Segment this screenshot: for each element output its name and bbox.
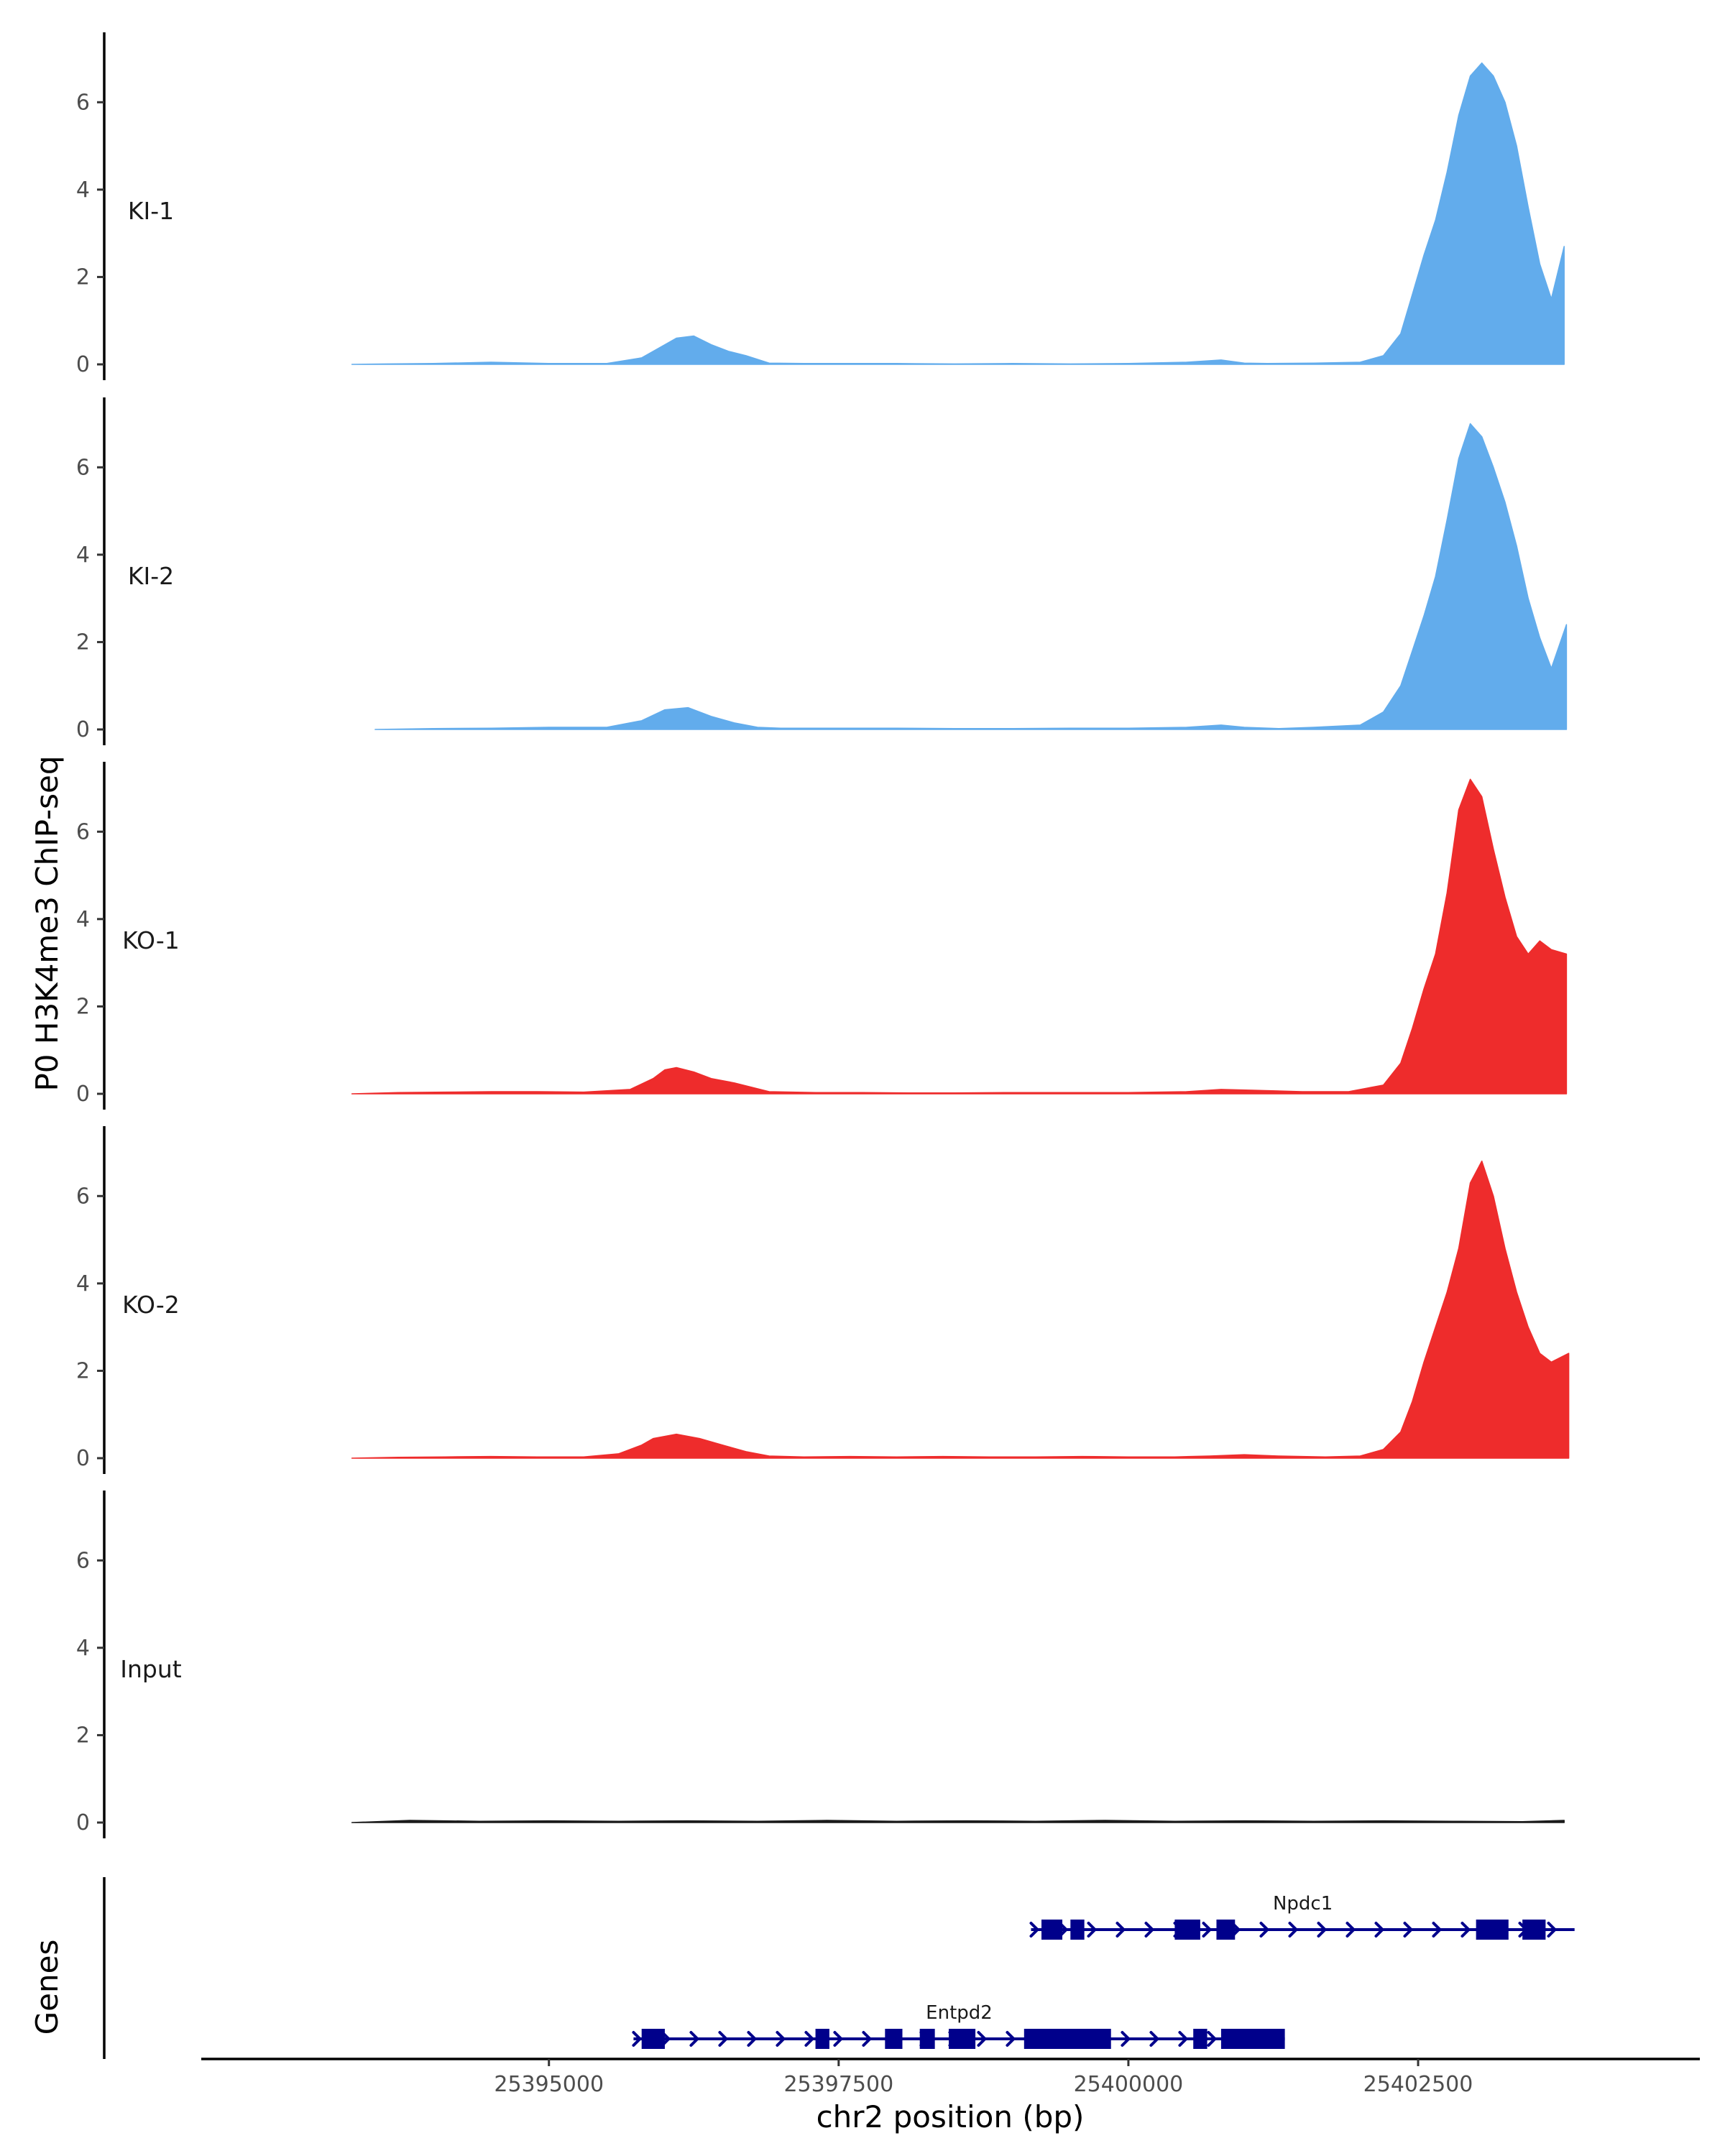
track-label-input: Input (120, 1655, 182, 1683)
strand-arrow (1288, 1922, 1299, 1938)
y-tick-label: 6 (76, 1548, 90, 1573)
gene-exon (641, 2029, 665, 2049)
strand-arrow (1547, 1922, 1558, 1938)
strand-arrow (776, 2031, 786, 2047)
strand-arrow (1144, 1922, 1155, 1938)
coverage-area-ki-2 (374, 423, 1568, 730)
y-tick-label: 4 (76, 543, 90, 568)
strand-arrow (1432, 1922, 1443, 1938)
gene-exon (1522, 1920, 1546, 1940)
gene-exon (1174, 1920, 1200, 1940)
y-tick-label: 6 (76, 819, 90, 844)
y-tick-label: 0 (76, 352, 90, 377)
track-label-ko-1: KO-1 (122, 926, 180, 954)
gene-entpd2: Entpd2 (632, 2002, 1285, 2049)
y-tick-label: 2 (76, 630, 90, 655)
gene-exon (1070, 1920, 1085, 1940)
y-tick-label: 6 (76, 455, 90, 480)
y-tick-label: 4 (76, 1271, 90, 1296)
track-ki-1: 0 2 4 6 KI-1 (76, 32, 1565, 380)
genes-axis-title: Genes (29, 1940, 65, 2035)
strand-arrow (632, 2031, 643, 2047)
coverage-area-input (351, 1820, 1565, 1823)
gene-exon (919, 2029, 935, 2049)
strand-arrow (1259, 1922, 1270, 1938)
x-tick-label: 25400000 (1074, 2072, 1184, 2097)
strand-arrow (1403, 1922, 1414, 1938)
strand-arrow (862, 2031, 873, 2047)
coverage-area-ko-2 (351, 1160, 1570, 1459)
gene-exon (1476, 1920, 1509, 1940)
gene-npdc1: Npdc1 (1029, 1893, 1575, 1940)
strand-arrow (747, 2031, 758, 2047)
y-tick-label: 4 (76, 178, 90, 203)
strand-arrow (1346, 1922, 1356, 1938)
track-label-ki-1: KI-1 (128, 197, 174, 225)
gene-exon (1216, 1920, 1236, 1940)
strand-arrow (1087, 1922, 1098, 1938)
x-tick-label: 25395000 (494, 2072, 604, 2097)
x-axis-title: chr2 position (bp) (816, 2099, 1085, 2134)
strand-arrow (1207, 2031, 1218, 2047)
coverage-area-ko-1 (351, 778, 1568, 1095)
gene-exon (949, 2029, 976, 2049)
track-label-ki-2: KI-2 (128, 562, 174, 590)
y-tick-label: 6 (76, 90, 90, 115)
strand-arrow (689, 2031, 700, 2047)
y-tick-label: 0 (76, 1082, 90, 1107)
track-ko-1: 0 2 4 6 KO-1 (76, 762, 1568, 1110)
strand-arrow (1116, 1922, 1126, 1938)
gene-exon (1024, 2029, 1111, 2049)
strand-arrow (1460, 1922, 1471, 1938)
y-tick-label: 2 (76, 994, 90, 1019)
strand-arrow (833, 2031, 844, 2047)
y-tick-label: 2 (76, 1723, 90, 1748)
y-tick-label: 4 (76, 1636, 90, 1661)
coverage-area-ki-1 (351, 62, 1565, 365)
gene-exon (1041, 1920, 1063, 1940)
genes-layer: Npdc1 Entpd2 (103, 1877, 1575, 2059)
gene-exon (885, 2029, 903, 2049)
track-input: 0 2 4 6 Input (76, 1491, 1565, 1838)
y-tick-label: 0 (76, 1810, 90, 1835)
y-tick-label: 2 (76, 264, 90, 290)
y-tick-label: 0 (76, 1446, 90, 1471)
y-tick-label: 0 (76, 717, 90, 742)
strand-arrow (1202, 1922, 1213, 1938)
x-tick-label: 25402500 (1363, 2072, 1473, 2097)
strand-arrow (1121, 2031, 1131, 2047)
x-axis: 25395000 25397500 25400000 25402500 (201, 2058, 1700, 2097)
track-label-ko-2: KO-2 (122, 1291, 180, 1319)
strand-arrow (804, 2031, 815, 2047)
gene-exon (815, 2029, 829, 2049)
strand-arrow (1006, 2031, 1016, 2047)
tracks-layer: 0 2 4 6 KI-1 0 2 4 6 KI-2 0 2 4 6 KO-1 0 2 4 6 KO-2 0 2 4 6 Inpu… (76, 32, 1570, 1838)
gene-exon (1193, 2029, 1208, 2049)
track-ko-2: 0 2 4 6 KO-2 (76, 1126, 1570, 1474)
strand-arrow (1149, 2031, 1160, 2047)
strand-arrow (1029, 1922, 1040, 1938)
gene-label-entpd2: Entpd2 (926, 2002, 993, 2024)
track-ki-2: 0 2 4 6 KI-2 (76, 397, 1568, 745)
y-tick-label: 4 (76, 907, 90, 932)
strand-arrow (1374, 1922, 1385, 1938)
y-axis-title: P0 H3K4me3 ChIP-seq (29, 755, 65, 1091)
strand-arrow (718, 2031, 729, 2047)
y-tick-label: 6 (76, 1184, 90, 1209)
gene-label-npdc1: Npdc1 (1273, 1893, 1333, 1915)
gene-exon (1220, 2029, 1285, 2049)
y-tick-label: 2 (76, 1358, 90, 1383)
x-tick-label: 25397500 (783, 2072, 893, 2097)
strand-arrow (1178, 2031, 1189, 2047)
strand-arrow (977, 2031, 988, 2047)
strand-arrow (1317, 1922, 1328, 1938)
